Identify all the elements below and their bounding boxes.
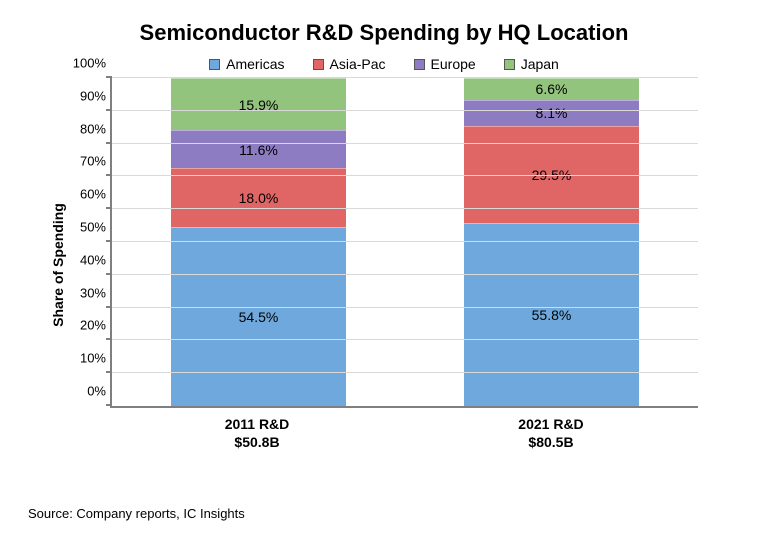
gridline: [112, 77, 698, 78]
ytick-mark: [106, 240, 112, 242]
ytick-label: 40%: [80, 252, 112, 267]
x-axis-label-line1: 2021 R&D: [463, 416, 639, 434]
ytick-label: 30%: [80, 285, 112, 300]
ytick-mark: [106, 76, 112, 78]
bars-group: 54.5%18.0%11.6%15.9% 55.8%29.5%8.1%6.6%: [112, 78, 698, 406]
legend-swatch: [209, 59, 220, 70]
plot: 54.5%18.0%11.6%15.9%55.8%29.5%8.1%6.6% 0…: [110, 78, 698, 408]
gridline: [112, 208, 698, 209]
ytick-label: 0%: [87, 384, 112, 399]
ytick-label: 100%: [73, 56, 112, 71]
ytick-mark: [106, 273, 112, 275]
x-axis-labels: 2011 R&D$50.8B 2021 R&D$80.5B: [110, 416, 698, 451]
x-axis-label-line2: $50.8B: [169, 434, 345, 452]
legend-swatch: [414, 59, 425, 70]
bar-segment: 8.1%: [464, 100, 640, 127]
x-axis-label-line2: $80.5B: [463, 434, 639, 452]
bar-segment: 11.6%: [171, 130, 347, 168]
ytick-label: 20%: [80, 318, 112, 333]
legend-swatch: [504, 59, 515, 70]
chart-title: Semiconductor R&D Spending by HQ Locatio…: [40, 20, 728, 46]
gridline: [112, 175, 698, 176]
gridline: [112, 241, 698, 242]
ytick-mark: [106, 338, 112, 340]
bar-segment: 15.9%: [171, 78, 347, 130]
gridline: [112, 339, 698, 340]
ytick-mark: [106, 174, 112, 176]
ytick-mark: [106, 207, 112, 209]
gridline: [112, 274, 698, 275]
legend-label: Americas: [226, 56, 284, 72]
bar-segment: 18.0%: [171, 168, 347, 227]
ytick-mark: [106, 109, 112, 111]
legend-item: Asia-Pac: [313, 56, 386, 72]
legend-label: Europe: [431, 56, 476, 72]
bar-segment: 54.5%: [171, 227, 347, 406]
x-axis-label: 2011 R&D$50.8B: [169, 416, 345, 451]
bar-column: 55.8%29.5%8.1%6.6%: [464, 78, 640, 406]
ytick-mark: [106, 306, 112, 308]
bar-segment: 55.8%: [464, 223, 640, 406]
y-axis-title: Share of Spending: [50, 203, 66, 327]
bar-segment: 6.6%: [464, 78, 640, 100]
legend-label: Asia-Pac: [330, 56, 386, 72]
legend: Americas Asia-Pac Europe Japan: [40, 56, 728, 72]
ytick-mark: [106, 404, 112, 406]
ytick-label: 90%: [80, 88, 112, 103]
gridline: [112, 372, 698, 373]
plot-area: 54.5%18.0%11.6%15.9%55.8%29.5%8.1%6.6% 0…: [110, 78, 698, 408]
ytick-label: 70%: [80, 154, 112, 169]
ytick-label: 10%: [80, 351, 112, 366]
legend-item: Americas: [209, 56, 284, 72]
x-axis-label-line1: 2011 R&D: [169, 416, 345, 434]
ytick-label: 80%: [80, 121, 112, 136]
chart-container: Semiconductor R&D Spending by HQ Locatio…: [0, 0, 768, 549]
ytick-label: 50%: [80, 220, 112, 235]
gridline: [112, 143, 698, 144]
gridline: [112, 110, 698, 111]
ytick-label: 60%: [80, 187, 112, 202]
ytick-mark: [106, 371, 112, 373]
gridline: [112, 307, 698, 308]
source-text: Source: Company reports, IC Insights: [28, 506, 245, 521]
legend-label: Japan: [521, 56, 559, 72]
x-axis-label: 2021 R&D$80.5B: [463, 416, 639, 451]
legend-swatch: [313, 59, 324, 70]
bar-column: 54.5%18.0%11.6%15.9%: [171, 78, 347, 406]
legend-item: Europe: [414, 56, 476, 72]
legend-item: Japan: [504, 56, 559, 72]
ytick-mark: [106, 142, 112, 144]
